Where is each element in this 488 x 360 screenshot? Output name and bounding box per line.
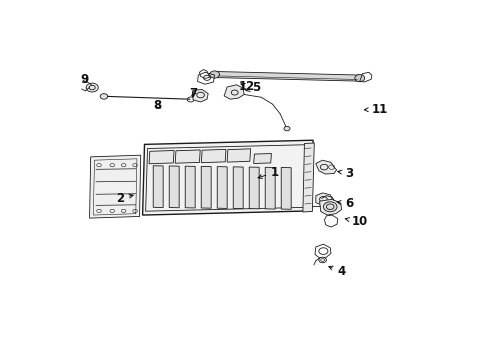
Text: 2: 2: [116, 192, 133, 205]
Polygon shape: [193, 90, 208, 102]
Polygon shape: [149, 150, 174, 164]
Text: 8: 8: [153, 99, 162, 112]
Polygon shape: [264, 167, 275, 209]
Polygon shape: [185, 166, 195, 208]
Text: 3: 3: [337, 167, 352, 180]
Polygon shape: [214, 72, 361, 81]
Text: 7: 7: [189, 87, 198, 100]
Text: 11: 11: [364, 103, 387, 116]
Polygon shape: [142, 140, 312, 215]
Text: 10: 10: [345, 216, 367, 229]
Text: 12: 12: [238, 80, 254, 93]
Polygon shape: [89, 155, 141, 218]
Polygon shape: [249, 167, 259, 209]
Circle shape: [284, 126, 289, 131]
Polygon shape: [224, 85, 244, 99]
Polygon shape: [226, 149, 250, 162]
Circle shape: [354, 75, 364, 82]
Circle shape: [318, 257, 326, 263]
Polygon shape: [281, 167, 290, 209]
Circle shape: [209, 71, 219, 78]
Polygon shape: [315, 193, 332, 205]
Polygon shape: [153, 166, 163, 207]
Circle shape: [323, 202, 336, 212]
Text: 5: 5: [245, 81, 260, 94]
Polygon shape: [319, 199, 341, 215]
Circle shape: [86, 83, 98, 92]
Text: 9: 9: [81, 73, 88, 86]
Polygon shape: [175, 150, 200, 163]
Text: 1: 1: [258, 166, 279, 179]
Polygon shape: [201, 149, 225, 163]
Polygon shape: [233, 167, 243, 209]
Text: 4: 4: [328, 265, 345, 278]
Circle shape: [100, 94, 107, 99]
Polygon shape: [253, 153, 271, 163]
Text: 6: 6: [336, 198, 352, 211]
Polygon shape: [169, 166, 179, 208]
Polygon shape: [217, 167, 227, 208]
Polygon shape: [201, 166, 211, 208]
Polygon shape: [315, 160, 336, 174]
Polygon shape: [302, 143, 314, 212]
